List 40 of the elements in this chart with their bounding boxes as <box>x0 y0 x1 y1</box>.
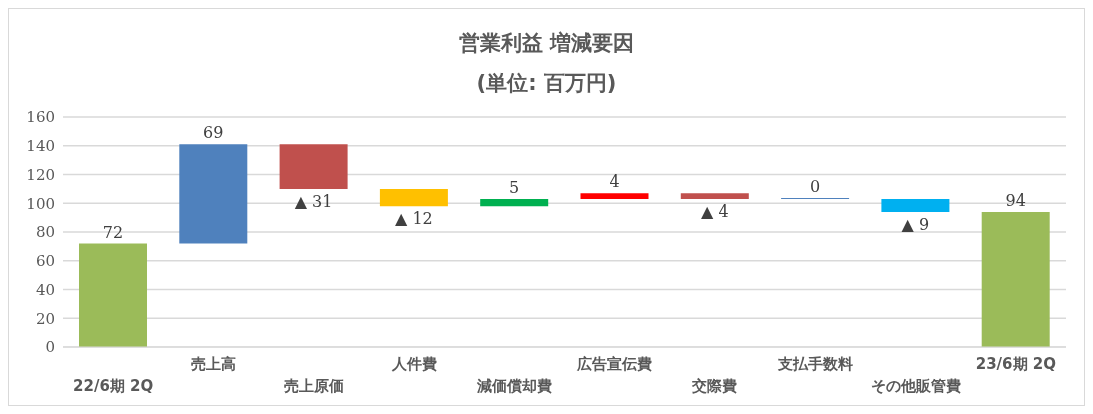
x-tick-label: 減価償却費 <box>475 377 552 395</box>
x-tick-label: 売上高 <box>190 355 236 373</box>
x-tick-label: 支払手数料 <box>776 355 853 373</box>
x-tick-label: 広告宣伝費 <box>576 355 653 373</box>
data-label: 72 <box>102 222 124 242</box>
data-label: 0 <box>810 176 821 196</box>
x-tick-label: 売上原価 <box>283 377 344 395</box>
x-tick-label: 人件費 <box>390 355 437 373</box>
y-tick-label: 40 <box>35 280 55 299</box>
bar <box>981 211 1050 347</box>
bar <box>179 144 248 244</box>
data-label: 4 <box>609 172 620 192</box>
bar <box>79 243 147 347</box>
data-label: 94 <box>1005 190 1026 210</box>
x-tick-label: その他販管費 <box>870 377 961 395</box>
bar <box>580 193 649 199</box>
y-tick-label: 0 <box>45 338 55 357</box>
data-label: 5 <box>509 177 520 197</box>
bar <box>680 193 749 199</box>
y-tick-label: 80 <box>35 223 55 242</box>
y-tick-label: 120 <box>26 165 55 184</box>
data-label: 69 <box>203 123 224 143</box>
chart-title: 営業利益 増減要因 <box>457 30 636 57</box>
data-label: ▲ 31 <box>294 191 333 211</box>
chart-subtitle: (単位: 百万円) <box>475 70 618 97</box>
data-label: ▲ 4 <box>701 201 729 221</box>
y-tick-label: 160 <box>26 108 55 127</box>
bar <box>480 198 549 207</box>
bar <box>881 198 950 212</box>
y-tick-label: 20 <box>35 309 55 328</box>
data-label: ▲ 9 <box>901 214 930 234</box>
y-tick-label: 140 <box>26 137 55 156</box>
bar <box>279 144 348 189</box>
y-tick-label: 60 <box>35 252 55 271</box>
x-tick-label: 23/6期 2Q <box>975 355 1056 373</box>
bar <box>379 188 448 207</box>
x-tick-label: 22/6期 2Q <box>73 377 154 395</box>
x-tick-label: 交際費 <box>691 377 738 395</box>
y-tick-label: 100 <box>26 194 55 213</box>
data-label: ▲ 12 <box>395 209 433 229</box>
